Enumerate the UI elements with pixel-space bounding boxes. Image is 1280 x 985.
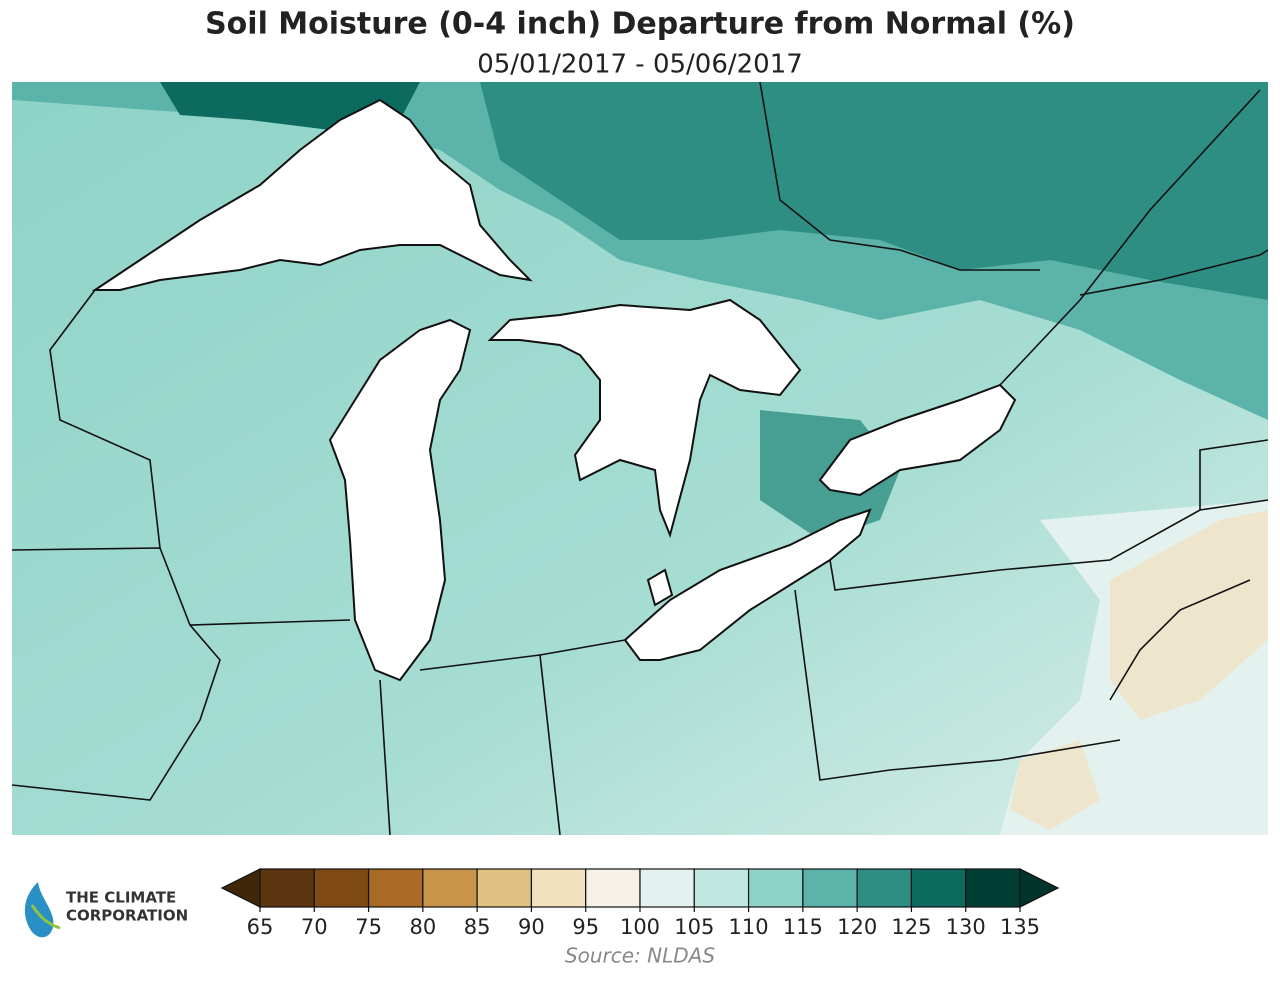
- colorbar-bin: [802, 868, 858, 908]
- colorbar-bin: [747, 868, 804, 908]
- state-border: [12, 624, 221, 801]
- state-border: [539, 639, 626, 656]
- source: Source: NLDAS: [565, 944, 715, 968]
- title: Soil Moisture (0-4 inch) Departure from …: [205, 7, 1075, 42]
- logo-text: THE CLIMATE: [66, 889, 176, 907]
- province-border: [759, 82, 1040, 271]
- colorbar-bin: [313, 868, 370, 908]
- colorbar-tick-label: 75: [355, 915, 382, 939]
- lake-st-clair: [646, 568, 674, 607]
- river: [999, 89, 1261, 386]
- lake-superior: [91, 98, 533, 291]
- colorbar: 65 70 75 80 85 90 95 100 105 110 115 120 125 130 135: [220, 868, 1060, 939]
- subtitle: 05/01/2017 - 05/06/2017: [477, 50, 803, 80]
- colorbar-bin: [693, 868, 750, 908]
- colorbar-bin: [422, 868, 478, 908]
- colorbar-tick-label: 95: [572, 915, 599, 939]
- colorbar-bin: [367, 868, 424, 908]
- lake-ontario: [818, 383, 1017, 497]
- colorbar-bin: [259, 868, 315, 908]
- state-border: [1199, 439, 1268, 510]
- very-wet-region: [480, 82, 1268, 300]
- logo-drop: [24, 882, 54, 938]
- colorbar-bin: [639, 868, 695, 908]
- lake-erie: [623, 508, 872, 661]
- state-border: [794, 589, 1121, 781]
- colorbar-tick-label: 65: [247, 915, 274, 939]
- state-border: [12, 547, 351, 626]
- colorbar-bin: [476, 868, 533, 908]
- colorbar-tick-label: 85: [464, 915, 491, 939]
- colorbar-tick-label: 110: [729, 915, 769, 939]
- state-border: [379, 679, 391, 835]
- colorbar-tick-label: 100: [620, 915, 660, 939]
- colorbar-tick-label: 135: [1000, 915, 1040, 939]
- state-border: [829, 499, 1268, 591]
- logo-text: CORPORATION: [66, 907, 188, 925]
- colorbar-tick-label: 105: [674, 915, 714, 939]
- lake-michigan: [328, 318, 472, 682]
- dryer-region: [1110, 510, 1268, 720]
- colorbar-tick-label: 130: [946, 915, 986, 939]
- colorbar-bin: [965, 868, 1021, 908]
- logo: THE CLIMATE CORPORATION: [24, 882, 188, 938]
- colorbar-extension: [220, 868, 261, 908]
- lake-huron: [487, 298, 802, 539]
- colorbar-tick-label: 120: [837, 915, 877, 939]
- colorbar-bin: [856, 868, 913, 908]
- coast: [1109, 579, 1251, 701]
- colorbar-bin: [910, 868, 967, 908]
- colorbar-bin: [585, 868, 641, 908]
- country-border: [1079, 249, 1268, 296]
- colorbar-tick-label: 115: [783, 915, 823, 939]
- colorbar-tick-label: 70: [301, 915, 328, 939]
- dryer-region: [1010, 740, 1100, 830]
- state-border: [49, 289, 161, 549]
- colorbar-tick-label: 90: [518, 915, 545, 939]
- colorbar-bin: [530, 868, 587, 908]
- colorbar-extension: [1019, 868, 1060, 908]
- colorbar-tick-label: 80: [409, 915, 436, 939]
- map: [12, 82, 1268, 835]
- logo-leaf: [30, 904, 61, 930]
- colorbar-tick-label: 125: [891, 915, 931, 939]
